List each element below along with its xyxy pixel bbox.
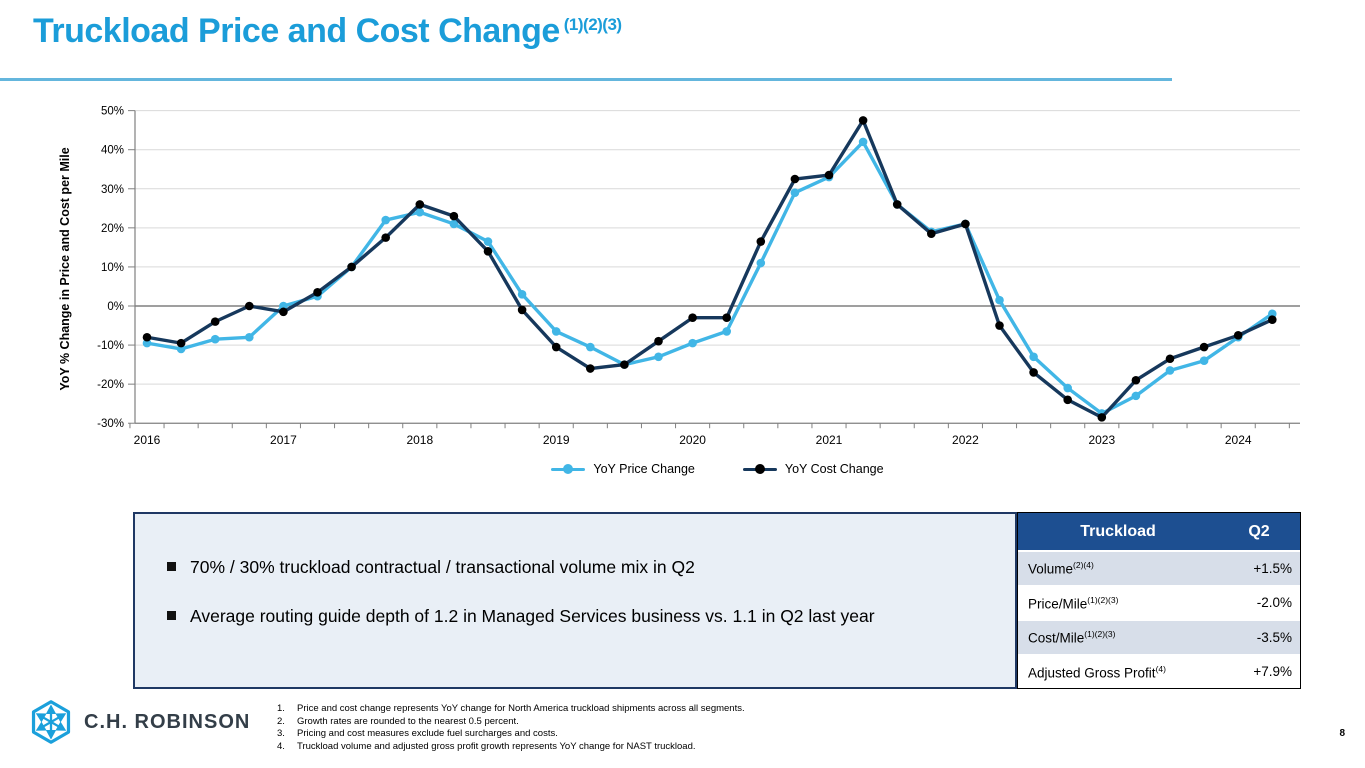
svg-text:2016: 2016: [134, 433, 161, 447]
cost-line-swatch-icon: [742, 464, 777, 474]
legend-label-price: YoY Price Change: [593, 462, 695, 476]
svg-text:-20%: -20%: [97, 379, 124, 391]
footnote-text: Pricing and cost measures exclude fuel s…: [297, 728, 558, 740]
page-title-footnote-refs: (1)(2)(3): [563, 14, 622, 34]
page-title: Truckload Price and Cost Change (1)(2)(3): [33, 12, 622, 51]
bullet-item: 70% / 30% truckload contractual / transa…: [167, 554, 985, 581]
footnote-text: Price and cost change represents YoY cha…: [297, 703, 745, 714]
table-row-cost-mile: Cost/Mile(1)(2)(3) -3.5%: [1018, 619, 1300, 654]
footnote-text: Growth rates are rounded to the nearest …: [297, 715, 519, 727]
svg-text:40%: 40%: [101, 145, 124, 157]
table-header-period: Q2: [1248, 522, 1270, 540]
legend-item-cost: YoY Cost Change: [742, 462, 884, 476]
bullet-text-routing-guide: Average routing guide depth of 1.2 in Ma…: [190, 606, 875, 627]
svg-text:2021: 2021: [816, 433, 843, 447]
footnote-item: 4. Truckload volume and adjusted gross pr…: [277, 741, 745, 754]
svg-text:10%: 10%: [101, 262, 124, 274]
row-value: -3.5%: [1256, 629, 1292, 645]
row-label: Adjusted Gross Profit: [1028, 665, 1156, 680]
footnote-number: 4.: [277, 740, 285, 752]
bullet-item: Average routing guide depth of 1.2 in Ma…: [167, 603, 985, 630]
svg-text:2017: 2017: [270, 433, 297, 447]
table-header-title: Truckload: [1080, 522, 1156, 540]
table-header-row: Truckload Q2: [1018, 513, 1300, 550]
row-value: +1.5%: [1253, 560, 1292, 576]
bullet-square-icon: [167, 611, 176, 621]
truckload-metrics-table: Truckload Q2 Volume(2)(4) +1.5% Price/Mi…: [1017, 512, 1301, 689]
legend-label-cost: YoY Cost Change: [784, 462, 884, 476]
bullet-text-volume-mix: 70% / 30% truckload contractual / transa…: [190, 557, 695, 577]
svg-text:2019: 2019: [543, 433, 570, 447]
footnotes: 1. Price and cost change represents YoY c…: [277, 703, 745, 753]
footnote-number: 2.: [277, 715, 285, 727]
page-title-text: Truckload Price and Cost Change: [33, 12, 560, 50]
svg-text:30%: 30%: [101, 184, 124, 196]
footnote-number: 1.: [277, 703, 285, 714]
chart-legend: YoY Price Change YoY Cost Change: [135, 462, 1300, 476]
row-footnote-refs: (1)(2)(3): [1084, 629, 1116, 639]
footnote-text: Truckload volume and adjusted gross prof…: [297, 740, 696, 752]
bullet-square-icon: [167, 562, 176, 571]
table-row-price-mile: Price/Mile(1)(2)(3) -2.0%: [1018, 584, 1300, 619]
svg-text:2022: 2022: [952, 433, 979, 447]
svg-text:2018: 2018: [406, 433, 433, 447]
svg-text:2024: 2024: [1225, 433, 1252, 447]
row-footnote-refs: (2)(4): [1073, 560, 1094, 570]
page-number: 8: [1339, 728, 1345, 739]
highlights-callout: 70% / 30% truckload contractual / transa…: [133, 512, 1017, 689]
svg-text:-30%: -30%: [97, 418, 124, 430]
row-value: -2.0%: [1256, 595, 1292, 611]
svg-text:2023: 2023: [1088, 433, 1115, 447]
chrobinson-logo-text: C.H. ROBINSON: [84, 710, 251, 733]
footnote-item: 2. Growth rates are rounded to the neares…: [277, 716, 745, 729]
price-line-swatch-icon: [551, 464, 586, 474]
footnote-number: 3.: [277, 728, 285, 740]
chrobinson-hexagon-icon: [31, 700, 71, 744]
table-row-adjusted-gross-profit: Adjusted Gross Profit(4) +7.9%: [1018, 653, 1300, 688]
row-label: Price/Mile: [1028, 596, 1088, 611]
yoy-line-chart: 50% 40% 30% 20% 10% 0% -10% -20% -30% 2016 2017 201…: [97, 106, 1300, 447]
row-label: Volume: [1028, 561, 1074, 577]
svg-text:20%: 20%: [101, 223, 124, 235]
table-row-volume: Volume(2)(4) +1.5%: [1018, 550, 1300, 585]
row-footnote-refs: (4): [1155, 663, 1166, 674]
row-footnote-refs: (1)(2)(3): [1087, 594, 1119, 605]
svg-text:50%: 50%: [101, 106, 124, 118]
footnote-item: 1. Price and cost change represents YoY c…: [277, 703, 745, 716]
chrobinson-logo: C.H. ROBINSON: [28, 699, 250, 745]
svg-text:2020: 2020: [679, 433, 706, 447]
row-label: Cost/Mile: [1028, 630, 1085, 646]
legend-item-price: YoY Price Change: [551, 462, 695, 476]
row-value: +7.9%: [1253, 664, 1292, 680]
footnote-item: 3. Pricing and cost measures exclude fuel…: [277, 728, 745, 741]
svg-text:0%: 0%: [107, 301, 124, 313]
svg-text:-10%: -10%: [97, 340, 124, 352]
title-divider: [0, 78, 1172, 81]
